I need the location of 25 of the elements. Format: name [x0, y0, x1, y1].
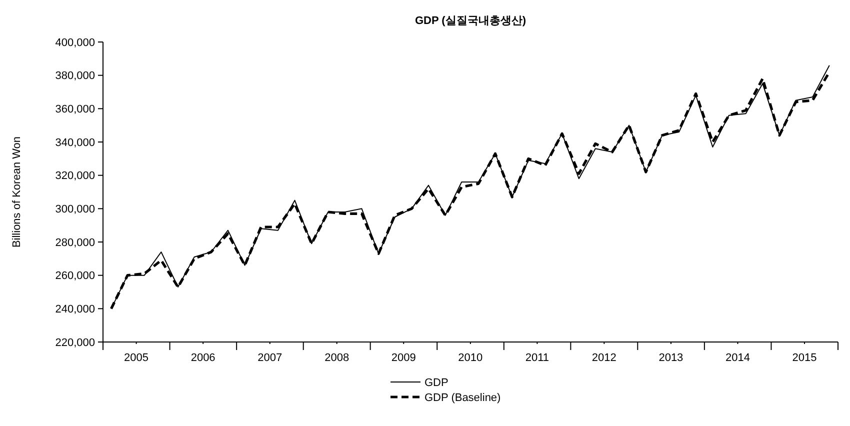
x-tick-label: 2010	[458, 352, 483, 364]
x-tick-label: 2013	[658, 352, 684, 364]
x-tick-label: 2006	[190, 352, 216, 364]
y-tick-label: 320,000	[55, 170, 95, 182]
y-tick-label: 380,000	[55, 70, 95, 82]
x-tick-label: 2007	[258, 352, 282, 364]
y-tick-label: 340,000	[55, 136, 95, 149]
y-tick-label: 220,000	[55, 336, 95, 349]
x-tick-label: 2012	[592, 352, 616, 364]
y-tick-label: 260,000	[55, 270, 95, 282]
y-tick-label: 360,000	[55, 104, 95, 116]
y-tick-label: 400,000	[55, 36, 95, 49]
legend-label: GDP	[424, 376, 448, 389]
x-tick-label: 2009	[391, 352, 416, 364]
chart-title: GDP (실질국내총생산)	[414, 15, 526, 27]
y-tick-label: 300,000	[55, 204, 95, 216]
x-tick-label: 2008	[324, 352, 350, 364]
y-tick-label: 280,000	[55, 236, 95, 249]
y-tick-label: 240,000	[55, 304, 95, 316]
legend-label: GDP (Baseline)	[424, 392, 501, 404]
y-axis-title: Billions of Korean Won	[11, 136, 23, 248]
x-tick-label: 2014	[725, 352, 750, 364]
x-tick-label: 2011	[525, 352, 550, 364]
x-tick-label: 2005	[124, 352, 149, 364]
x-tick-label: 2015	[792, 352, 817, 364]
